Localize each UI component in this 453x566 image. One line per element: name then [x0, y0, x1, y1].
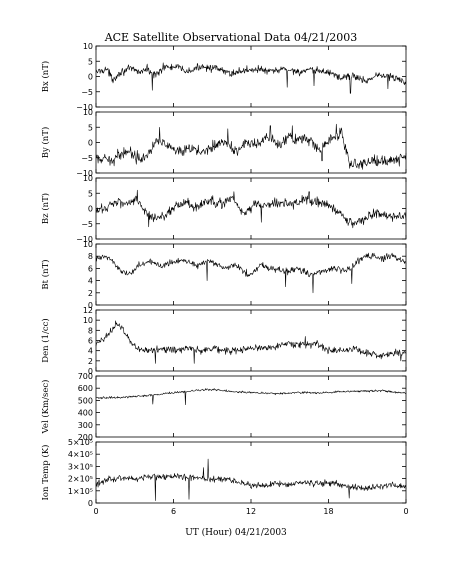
x-axis-label: UT (Hour) 04/21/2003	[185, 527, 287, 538]
y-axis-label: By (nT)	[40, 127, 51, 159]
series-den	[95, 320, 407, 364]
y-tick-label: 12	[83, 306, 93, 315]
series-vel	[96, 388, 407, 406]
y-tick-label: 3×10⁵	[68, 462, 93, 471]
y-tick-label: 0	[88, 499, 93, 508]
chart-title: ACE Satellite Observational Data 04/21/2…	[104, 31, 358, 44]
y-tick-label: 4	[88, 347, 93, 356]
y-axis-label: Bt (nT)	[40, 259, 51, 289]
y-tick-label: 600	[78, 384, 93, 393]
y-tick-label: 8	[88, 326, 93, 335]
y-tick-label: −10	[76, 169, 93, 178]
y-tick-label: −5	[81, 88, 93, 97]
chart-panels: 10 5 0 −5 −10 Bx (nT) 10 5 0 −5 −10 By (nT) 10 5 0 −5 −1…	[40, 42, 407, 508]
y-tick-label: 10	[83, 316, 93, 325]
y-tick-label: 2	[88, 289, 93, 298]
y-tick-label: 2×10⁵	[68, 475, 93, 484]
y-tick-label: 0	[88, 73, 93, 82]
y-tick-label: 10	[83, 174, 93, 183]
y-tick-label: 700	[78, 372, 93, 381]
y-tick-label: 0	[88, 139, 93, 148]
series-bz	[95, 189, 407, 229]
y-tick-label: 0	[88, 205, 93, 214]
panel-frame	[95, 309, 407, 372]
panel-temp: 5×10⁵ 4×10⁵ 3×10⁵ 2×10⁵ 1×10⁵ 0 Ion Temp (K)	[40, 438, 407, 508]
panel-bx: 10 5 0 −5 −10 Bx (nT)	[40, 42, 407, 112]
y-axis-label: Bz (nT)	[40, 193, 51, 224]
series-bx	[95, 62, 407, 94]
y-axis-label: Den (1/cc)	[40, 318, 51, 362]
y-tick-label: 5	[88, 123, 93, 132]
panel-bt: 10 8 6 4 2 0 Bt (nT)	[40, 240, 407, 310]
y-tick-label: 4	[88, 277, 93, 286]
y-tick-label: 2	[88, 357, 93, 366]
y-tick-label: 0	[88, 367, 93, 376]
y-tick-label: 5	[88, 189, 93, 198]
y-tick-label: −10	[76, 235, 93, 244]
y-tick-label: 1×10⁵	[68, 487, 93, 496]
y-tick-label: −5	[81, 154, 93, 163]
y-axis-label: Ion Temp (K)	[40, 445, 51, 501]
y-tick-label: 8	[88, 252, 93, 261]
y-tick-label: 10	[83, 108, 93, 117]
y-tick-label: 10	[83, 240, 93, 249]
y-tick-label: 300	[78, 421, 93, 430]
y-tick-label: 400	[78, 409, 93, 418]
panel-frame	[95, 375, 407, 438]
y-axis-label: Vel (Km/sec)	[40, 380, 51, 435]
y-tick-label: 200	[78, 433, 93, 442]
series-bt	[95, 252, 407, 294]
y-tick-label: −10	[76, 103, 93, 112]
x-tick-label: 0	[403, 507, 408, 516]
series-temp	[95, 458, 407, 501]
y-tick-label: 0	[88, 301, 93, 310]
y-tick-label: 6	[88, 264, 93, 273]
panel-by: 10 5 0 −5 −10 By (nT)	[40, 108, 407, 178]
y-tick-label: 10	[83, 42, 93, 51]
x-axis: 0 6 12 18 0	[93, 507, 408, 516]
panel-vel: 700 600 500 400 300 200 Vel (Km/sec)	[40, 372, 407, 442]
y-tick-label: 5	[88, 57, 93, 66]
x-tick-label: 12	[246, 507, 256, 516]
x-tick-label: 18	[323, 507, 333, 516]
panel-bz: 10 5 0 −5 −10 Bz (nT)	[40, 174, 407, 244]
y-tick-label: 6	[88, 337, 93, 346]
y-tick-label: 500	[78, 396, 93, 405]
x-tick-label: 6	[171, 507, 176, 516]
y-tick-label: 5×10⁵	[68, 438, 93, 447]
y-tick-label: 4×10⁵	[68, 450, 93, 459]
y-tick-label: −5	[81, 220, 93, 229]
panel-frame	[95, 45, 407, 108]
panel-frame	[95, 441, 407, 504]
series-by	[95, 123, 407, 170]
y-axis-label: Bx (nT)	[40, 61, 51, 93]
x-tick-label: 0	[93, 507, 98, 516]
